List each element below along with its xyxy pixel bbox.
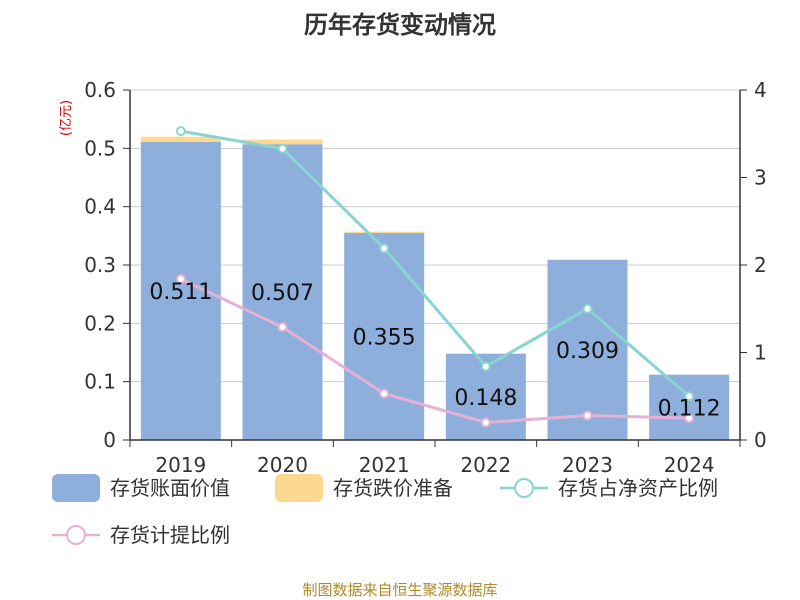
legend-label: 存货跌价准备 (333, 476, 453, 500)
right-tick-label: 3 (754, 166, 767, 190)
legend-swatch (275, 474, 323, 502)
left-tick-label: 0.5 (84, 136, 116, 160)
legend-marker (66, 525, 86, 545)
left-tick-label: 0 (103, 428, 116, 452)
chart-title: 历年存货变动情况 (304, 11, 496, 39)
x-tick-label: 2024 (664, 453, 715, 477)
right-tick-label: 4 (754, 78, 767, 102)
bar-data-label: 0.355 (353, 325, 416, 350)
series-point (175, 126, 186, 137)
series-point (582, 303, 593, 314)
right-tick-label: 1 (754, 341, 767, 365)
bar-impairment (344, 231, 425, 233)
legend-label: 存货计提比例 (110, 523, 230, 547)
series-line (180, 277, 690, 425)
legend-swatch (52, 474, 100, 502)
bar-data-label: 0.507 (251, 281, 314, 306)
left-tick-label: 0.3 (84, 253, 116, 277)
series-point (582, 410, 593, 421)
bar-impairment (242, 139, 323, 145)
right-tick-label: 0 (754, 428, 767, 452)
legend-label: 存货占净资产比例 (558, 476, 718, 500)
y-axis-unit: (亿元) (59, 100, 74, 136)
left-tick-label: 0.1 (84, 370, 116, 394)
bar-book-value (242, 144, 323, 440)
legend-marker (514, 478, 534, 498)
series-line (180, 129, 691, 398)
left-tick-label: 0.4 (84, 195, 116, 219)
left-tick-label: 0.2 (84, 311, 116, 335)
series-point (684, 413, 695, 424)
bar-impairment (140, 136, 221, 142)
x-tick-label: 2021 (359, 453, 410, 477)
legend-label: 存货账面价值 (110, 476, 230, 500)
series-point (684, 391, 695, 402)
series-point (379, 388, 390, 399)
series-point (277, 143, 288, 154)
x-tick-label: 2023 (562, 453, 613, 477)
bar-data-label: 0.148 (454, 386, 517, 411)
right-tick-label: 2 (754, 253, 767, 277)
series-point (175, 274, 186, 284)
x-tick-label: 2022 (460, 453, 511, 477)
x-tick-label: 2020 (257, 453, 308, 477)
bar-data-label: 0.511 (149, 280, 212, 305)
line-series (175, 126, 695, 428)
bar-data-label: 0.112 (658, 396, 721, 421)
left-tick-label: 0.6 (84, 78, 116, 102)
series-point (277, 322, 288, 333)
bar-book-value (547, 259, 628, 440)
series-point (379, 243, 390, 254)
bar-data-label: 0.309 (556, 339, 619, 364)
source-note: 制图数据来自恒生聚源数据库 (302, 581, 497, 599)
bar-book-value (344, 232, 425, 440)
series-point (480, 417, 491, 428)
grid-lines (130, 89, 740, 383)
series-point (480, 361, 491, 372)
bars (140, 136, 730, 440)
bar-book-value (649, 374, 730, 440)
axes: 0 0.1 0.2 0.3 0.4 0.5 0.6 0 1 2 3 4 2019 2020 2021 2022… (84, 78, 767, 477)
x-tick-label: 2019 (155, 453, 206, 477)
bar-labels: 0.511 0.507 0.355 0.148 0.309 0.112 (149, 280, 720, 421)
